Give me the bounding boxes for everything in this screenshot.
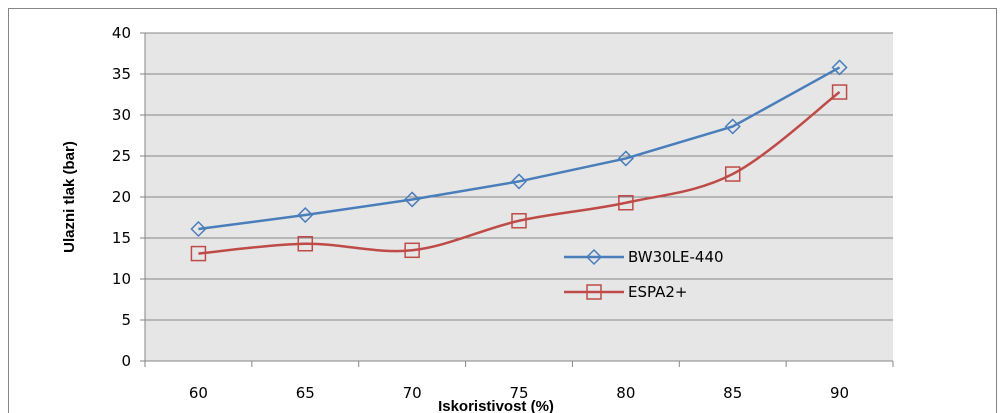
y-tick-label: 0 [121, 352, 131, 370]
y-axis-ticks: 0 5 10 15 20 25 30 35 40 [112, 24, 145, 370]
series-group [190, 59, 848, 262]
x-axis-ticks: 60 65 70 75 80 85 90 [144, 361, 894, 402]
y-tick-label: 20 [112, 188, 131, 206]
data-point-square [404, 242, 420, 259]
legend-label: BW30LE-440 [628, 248, 724, 266]
data-point-diamond [831, 59, 848, 76]
x-axis-title: Iskoristivost (%) [438, 398, 554, 413]
data-point-square [618, 194, 634, 211]
x-tick-label: 60 [189, 384, 208, 402]
x-tick-label: 65 [296, 384, 315, 402]
y-axis-title: Ulazni tlak (bar) [61, 141, 78, 253]
x-tick-label: 90 [830, 384, 849, 402]
data-point-square [724, 166, 741, 182]
series-line [198, 91, 841, 255]
gridlines [145, 32, 893, 321]
x-tick-label: 70 [403, 384, 422, 402]
data-point-diamond [510, 173, 528, 190]
y-tick-label: 10 [112, 270, 131, 288]
legend-marker-diamond [585, 248, 603, 266]
series-line [198, 66, 841, 231]
data-point-diamond [190, 220, 207, 238]
legend-marker-square [586, 284, 602, 300]
data-point-diamond [404, 191, 421, 208]
data-point-diamond [617, 150, 634, 167]
data-point-square [511, 213, 527, 229]
x-tick-label: 85 [723, 384, 742, 402]
x-tick-label: 80 [616, 384, 635, 402]
y-tick-label: 30 [112, 106, 131, 124]
data-point-diamond [297, 206, 314, 224]
series-espa2- [190, 84, 848, 262]
x-tick-label: 75 [509, 384, 528, 402]
series-bw30le-440 [190, 59, 848, 238]
legend: BW30LE-440 ESPA2+ [564, 248, 724, 301]
legend-item: ESPA2+ [564, 283, 687, 301]
y-tick-label: 5 [121, 311, 131, 329]
y-tick-label: 25 [112, 147, 131, 165]
y-tick-label: 35 [112, 65, 131, 83]
legend-label: ESPA2+ [628, 283, 687, 301]
y-tick-label: 15 [112, 229, 131, 247]
data-point-square [297, 235, 314, 252]
data-point-square [190, 245, 207, 262]
legend-item: BW30LE-440 [564, 248, 724, 266]
data-point-diamond [724, 118, 741, 135]
data-point-square [831, 84, 848, 100]
y-tick-label: 40 [112, 24, 131, 42]
